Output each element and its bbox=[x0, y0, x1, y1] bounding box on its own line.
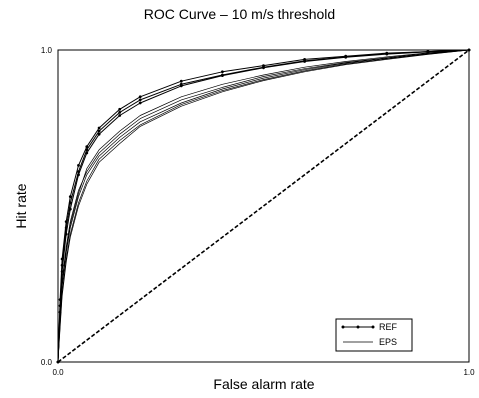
series-point-ref bbox=[68, 201, 72, 205]
legend-label-ref: REF bbox=[379, 322, 398, 332]
series-point-ref bbox=[344, 55, 348, 59]
legend-label-eps: EPS bbox=[379, 337, 397, 347]
series-point-ref bbox=[85, 145, 89, 149]
series-point-ref bbox=[85, 151, 89, 155]
series-point-ref bbox=[303, 60, 306, 63]
series-point-ref bbox=[68, 195, 72, 199]
y-axis-label: Hit rate bbox=[13, 183, 29, 228]
series-line-eps-5 bbox=[57, 49, 470, 363]
chart-title: ROC Curve – 10 m/s threshold bbox=[143, 6, 336, 22]
legend: REF EPS bbox=[335, 318, 413, 352]
series-line-eps-4 bbox=[57, 49, 470, 363]
series-point-ref bbox=[77, 164, 80, 167]
series-point-ref bbox=[68, 207, 72, 211]
series-point-ref bbox=[221, 74, 224, 77]
series-point-ref bbox=[97, 126, 101, 130]
series-point-ref bbox=[385, 52, 389, 56]
series-point-ref bbox=[118, 111, 122, 114]
legend-box bbox=[335, 318, 413, 352]
series-point-ref bbox=[97, 132, 101, 136]
series-line-eps-7 bbox=[57, 49, 470, 363]
series-line-eps-3 bbox=[57, 49, 470, 363]
series-line-eps-6 bbox=[57, 49, 470, 363]
series-point-ref bbox=[97, 129, 101, 133]
series-point-ref bbox=[262, 66, 265, 70]
series-point-ref bbox=[77, 173, 80, 177]
x-tick-label-0: 0.0 bbox=[52, 368, 64, 377]
series-point-ref bbox=[118, 107, 122, 111]
y-tick-label-1: 1.0 bbox=[41, 46, 53, 55]
series-point-ref bbox=[221, 70, 224, 74]
series-point-ref bbox=[138, 98, 142, 102]
legend-ref-marker bbox=[371, 325, 375, 329]
x-tick-label-1: 1.0 bbox=[463, 368, 475, 377]
legend-ref-marker bbox=[341, 325, 345, 329]
x-axis-label: False alarm rate bbox=[213, 376, 314, 392]
plot-frame bbox=[57, 49, 470, 363]
y-tick-label-0: 0.0 bbox=[41, 358, 53, 367]
series-layer bbox=[56, 48, 471, 364]
series-point-ref bbox=[118, 114, 122, 117]
series-point-ref bbox=[138, 95, 142, 99]
series-point-ref bbox=[85, 148, 89, 152]
series-line-ref-2 bbox=[57, 49, 470, 363]
series-point-ref bbox=[64, 232, 68, 236]
diagonal-reference-line bbox=[57, 49, 470, 363]
series-point-ref bbox=[179, 84, 183, 88]
legend-ref-marker bbox=[356, 325, 360, 329]
series-point-ref bbox=[138, 101, 142, 105]
series-point-ref bbox=[179, 79, 183, 83]
